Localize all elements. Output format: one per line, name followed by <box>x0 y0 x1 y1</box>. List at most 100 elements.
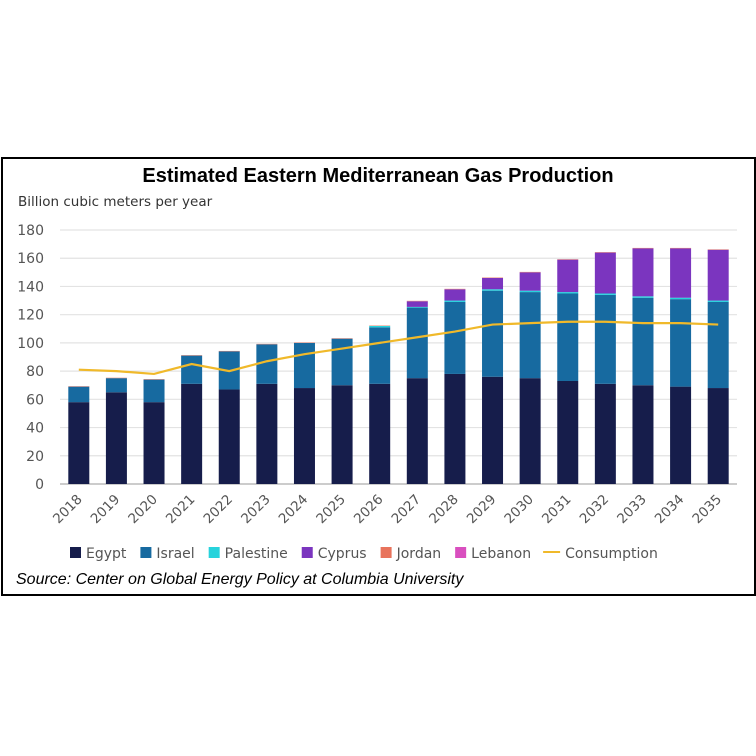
legend-swatch-jordan <box>380 547 392 558</box>
chart-frame <box>1 157 756 596</box>
y-tick-label: 160 <box>17 251 44 267</box>
bar-egypt <box>632 385 654 484</box>
source-note: Source: Center on Global Energy Policy a… <box>16 571 464 588</box>
bar-israel <box>557 293 579 381</box>
legend-swatch-israel <box>140 547 152 558</box>
bar-cyprus <box>594 252 616 294</box>
y-tick-label: 100 <box>17 336 44 352</box>
bar-egypt <box>557 380 579 484</box>
bar-palestine <box>594 293 616 295</box>
legend-swatch-lebanon <box>455 547 467 558</box>
bar-israel <box>482 290 504 377</box>
x-tick-label: 2021 <box>163 492 199 528</box>
x-tick-label: 2023 <box>238 492 274 528</box>
bar-israel <box>68 386 90 403</box>
y-tick-label: 140 <box>17 279 44 295</box>
bar-cyprus <box>406 301 428 307</box>
x-tick-label: 2032 <box>577 492 613 528</box>
bar-palestine <box>707 300 729 302</box>
bar-israel <box>105 378 127 393</box>
x-tick-label: 2019 <box>88 492 124 528</box>
bar-egypt <box>519 378 541 484</box>
bar-egypt <box>670 386 692 484</box>
x-tick-label: 2025 <box>313 492 349 528</box>
consumption-line <box>78 320 719 376</box>
bar-israel <box>369 327 391 384</box>
legend-label-palestine: Palestine <box>225 546 288 562</box>
bar-palestine <box>557 292 579 294</box>
y-tick-label: 40 <box>26 421 44 437</box>
bar-egypt <box>406 378 428 484</box>
legend-swatch-cyprus <box>301 547 313 558</box>
x-tick-label: 2018 <box>50 492 86 528</box>
y-tick-label: 180 <box>17 223 44 239</box>
legend-label-egypt: Egypt <box>86 546 127 562</box>
x-tick-label: 2022 <box>200 492 236 528</box>
legend-label-jordan: Jordan <box>396 546 442 562</box>
legend-label-consumption: Consumption <box>565 546 658 562</box>
bar-egypt <box>293 388 315 484</box>
bar-cyprus <box>482 277 504 290</box>
legend-swatch-palestine <box>208 547 220 558</box>
y-tick-label: 60 <box>26 392 44 408</box>
bar-palestine <box>519 290 541 293</box>
bar-egypt <box>256 383 278 484</box>
bar-egypt <box>68 402 90 484</box>
bar-egypt <box>105 392 127 484</box>
x-tick-label: 2033 <box>614 492 650 528</box>
x-tick-label: 2024 <box>276 492 312 528</box>
bar-palestine <box>444 300 466 302</box>
bar-cyprus <box>444 289 466 301</box>
bar-egypt <box>218 389 240 484</box>
bar-palestine <box>406 306 428 308</box>
x-tick-label: 2031 <box>539 492 575 528</box>
bar-cyprus <box>670 248 692 298</box>
bar-palestine <box>670 297 692 300</box>
legend-label-lebanon: Lebanon <box>471 546 531 562</box>
bar-israel <box>331 338 353 386</box>
y-tick-label: 0 <box>35 477 44 493</box>
x-tick-label: 2027 <box>389 492 425 528</box>
chart-title: Estimated Eastern Mediterranean Gas Prod… <box>142 165 614 187</box>
bar-palestine <box>482 289 504 291</box>
x-tick-label: 2028 <box>426 492 462 528</box>
bar-cyprus <box>707 249 729 301</box>
bar-israel <box>181 355 203 384</box>
bar-israel <box>519 292 541 379</box>
bar-cyprus <box>632 248 654 297</box>
y-tick-label: 80 <box>26 364 44 380</box>
bar-egypt <box>331 385 353 484</box>
bar-israel <box>594 294 616 384</box>
bar-cyprus <box>557 259 579 293</box>
y-tick-label: 20 <box>26 449 44 465</box>
x-tick-label: 2035 <box>689 492 725 528</box>
legend-label-cyprus: Cyprus <box>318 546 367 562</box>
bar-israel <box>256 344 278 384</box>
x-tick-label: 2030 <box>501 492 537 528</box>
bar-palestine <box>369 325 391 328</box>
x-tick-label: 2020 <box>125 492 161 528</box>
bar-egypt <box>594 383 616 484</box>
x-tick-label: 2029 <box>464 492 500 528</box>
bar-egypt <box>181 383 203 484</box>
x-tick-label: 2026 <box>351 492 387 528</box>
bar-israel <box>444 301 466 374</box>
bar-cyprus <box>519 272 541 291</box>
bar-palestine <box>632 296 654 298</box>
bar-egypt <box>707 388 729 484</box>
bar-israel <box>670 299 692 387</box>
legend-swatch-egypt <box>70 547 81 558</box>
bar-israel <box>406 307 428 379</box>
bar-egypt <box>143 402 165 484</box>
bar-egypt <box>482 376 504 484</box>
y-axis-label: Billion cubic meters per year <box>18 194 213 210</box>
bar-egypt <box>369 383 391 484</box>
bar-israel <box>632 297 654 386</box>
bar-israel <box>707 301 729 389</box>
x-tick-label: 2034 <box>652 492 688 528</box>
bar-egypt <box>444 373 466 484</box>
legend-label-israel: Israel <box>156 546 194 562</box>
bar-israel <box>143 379 165 403</box>
bar-israel <box>293 342 315 389</box>
